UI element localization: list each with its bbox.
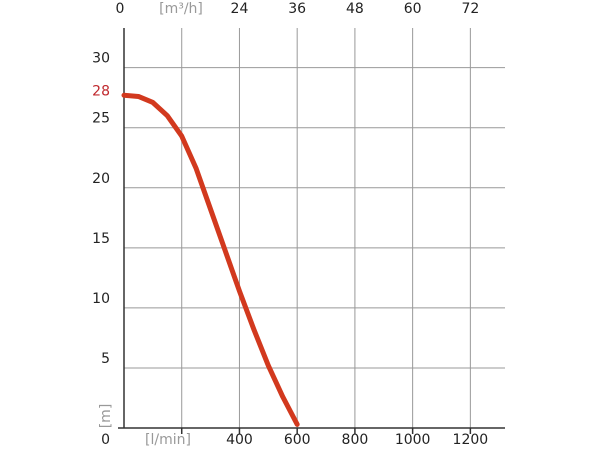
x-tick-label: 800 xyxy=(342,432,369,448)
y-marker-label: 28 xyxy=(92,84,110,100)
y-tick-label: 5 xyxy=(101,351,110,367)
y-tick-label: 25 xyxy=(92,111,110,127)
x2-axis-label: [m³/h] xyxy=(159,1,203,17)
x2-tick-label: 48 xyxy=(346,1,364,17)
x2-tick-label: 72 xyxy=(461,1,479,17)
y-tick-label: 30 xyxy=(92,51,110,67)
x2-tick-label: 36 xyxy=(288,1,306,17)
x-tick-label: 1000 xyxy=(395,432,431,448)
y-axis-label: [m] xyxy=(98,404,114,429)
x2-tick-label: 0 xyxy=(116,1,125,17)
x-axis-label: [l/min] xyxy=(145,432,191,448)
y-tick-label: 15 xyxy=(92,231,110,247)
x-tick-label: 600 xyxy=(284,432,311,448)
y-tick-label: 0 xyxy=(101,432,110,448)
x2-tick-label: 60 xyxy=(404,1,422,17)
curve xyxy=(121,92,300,427)
x2-tick-label: 24 xyxy=(231,1,249,17)
y-tick-label: 10 xyxy=(92,291,110,307)
y-tick-label: 20 xyxy=(92,171,110,187)
x-tick-label: 400 xyxy=(226,432,253,448)
x-tick-label: 1200 xyxy=(453,432,489,448)
